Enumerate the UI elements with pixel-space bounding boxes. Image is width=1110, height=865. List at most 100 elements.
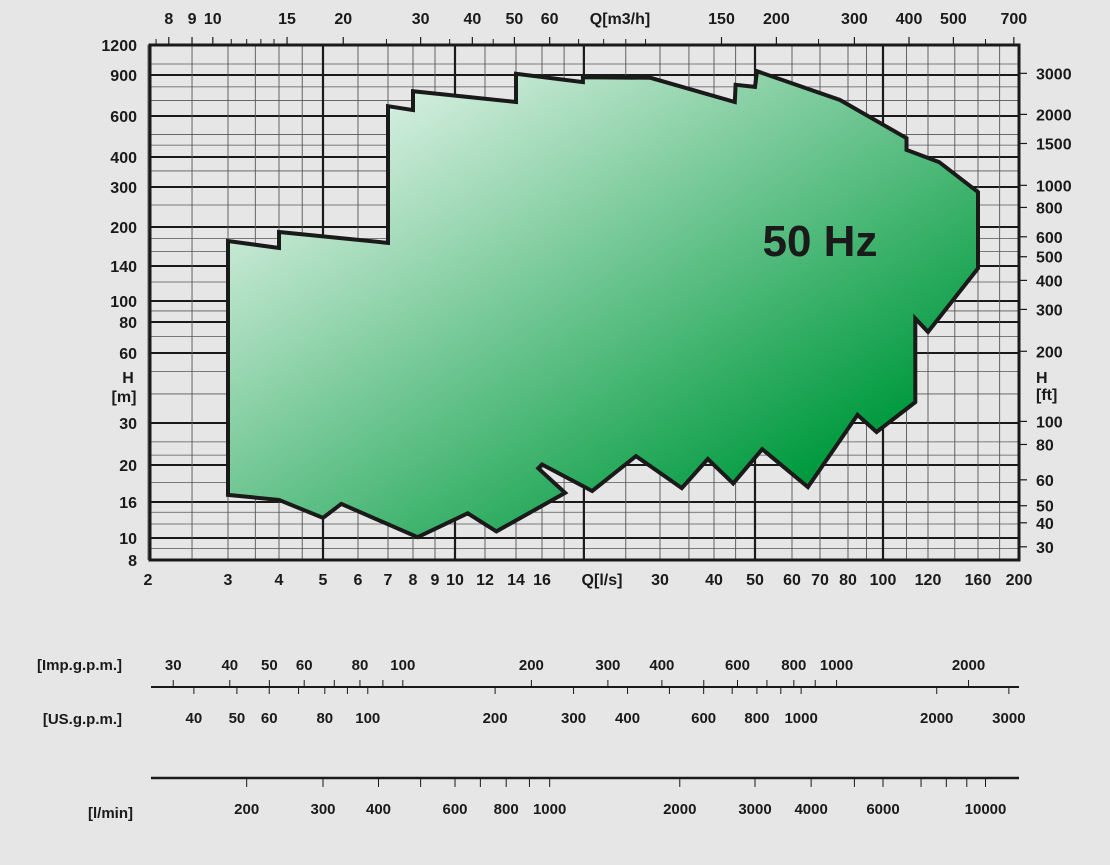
- right-tick-label: 80: [1036, 437, 1054, 454]
- imp-gpm-label: [Imp.g.p.m.]: [37, 657, 122, 674]
- x-tick-label: 2: [144, 572, 153, 589]
- imp-gpm-tick-label: 50: [261, 657, 278, 674]
- top-tick-label: 50: [505, 11, 523, 28]
- y-tick-label: 16: [119, 495, 137, 512]
- imp-gpm-tick-label: 40: [221, 657, 238, 674]
- left-axis-label-h: H: [122, 370, 134, 387]
- y-tick-label: 900: [110, 68, 137, 85]
- right-tick-label: 100: [1036, 414, 1063, 431]
- imp-gpm-tick-label: 80: [352, 657, 369, 674]
- l-min-tick-label: 800: [494, 801, 519, 818]
- y-tick-label: 300: [110, 180, 137, 197]
- us-gpm-tick-label: 600: [691, 710, 716, 727]
- frequency-annotation: 50 Hz: [763, 217, 878, 266]
- y-tick-label: 400: [110, 150, 137, 167]
- top-tick-label: 9: [188, 11, 197, 28]
- top-tick-label: 60: [541, 11, 559, 28]
- y-tick-label: 600: [110, 109, 137, 126]
- right-tick-label: 3000: [1036, 66, 1072, 83]
- x-axis-label: Q[l/s]: [582, 572, 623, 589]
- l-min-tick-label: 400: [366, 801, 391, 818]
- y-tick-label: 10: [119, 531, 137, 548]
- us-gpm-tick-label: 40: [186, 710, 203, 727]
- imp-gpm-tick-label: 1000: [820, 657, 853, 674]
- us-gpm-tick-label: 800: [744, 710, 769, 727]
- x-tick-label: 8: [409, 572, 418, 589]
- right-tick-label: 30: [1036, 540, 1054, 557]
- us-gpm-tick-label: 100: [355, 710, 380, 727]
- y-tick-label: 200: [110, 220, 137, 237]
- y-tick-label: 30: [119, 416, 137, 433]
- l-min-tick-label: 200: [234, 801, 259, 818]
- y-tick-label: 20: [119, 458, 137, 475]
- x-tick-label: 70: [811, 572, 829, 589]
- l-min-tick-label: 1000: [533, 801, 566, 818]
- top-axis-label: Q[m3/h]: [590, 11, 650, 28]
- x-tick-label: 3: [224, 572, 233, 589]
- l-min-tick-label: 4000: [794, 801, 827, 818]
- imp-gpm-tick-label: 600: [725, 657, 750, 674]
- x-tick-label: 14: [507, 572, 525, 589]
- x-tick-label: 4: [275, 572, 284, 589]
- x-tick-label: 6: [354, 572, 363, 589]
- top-tick-label: 400: [896, 11, 923, 28]
- x-tick-label: 7: [384, 572, 393, 589]
- y-tick-label: 8: [128, 553, 137, 570]
- axis-labels: 2 3 4 5 6 7 8 9 10 12 14 16 30 40 50 60 70 80 100 120 160 200…: [101, 11, 1071, 589]
- l-min-tick-label: 6000: [866, 801, 899, 818]
- us-gpm-tick-label: 3000: [992, 710, 1025, 727]
- l-min-label: [l/min]: [88, 805, 133, 822]
- unit-conversion-scales: 30 40 50 60 80 100 200 300 400 600 800 1000 2000 40 50…: [151, 657, 1026, 818]
- y-tick-label: 80: [119, 315, 137, 332]
- top-tick-label: 150: [708, 11, 735, 28]
- us-gpm-tick-label: 400: [615, 710, 640, 727]
- right-axis-label-h: H: [1036, 370, 1048, 387]
- plot-frame: [148, 43, 1021, 562]
- l-min-tick-label: 2000: [663, 801, 696, 818]
- performance-envelope: [226, 68, 980, 540]
- right-tick-label: 50: [1036, 499, 1054, 516]
- x-tick-label: 50: [746, 572, 764, 589]
- top-tick-label: 10: [204, 11, 222, 28]
- right-tick-label: 300: [1036, 302, 1063, 319]
- right-tick-label: 800: [1036, 200, 1063, 217]
- imp-gpm-tick-label: 200: [519, 657, 544, 674]
- l-min-tick-label: 600: [442, 801, 467, 818]
- imp-gpm-tick-label: 800: [781, 657, 806, 674]
- x-tick-label: 40: [705, 572, 723, 589]
- imp-gpm-tick-label: 100: [390, 657, 415, 674]
- x-tick-label: 30: [651, 572, 669, 589]
- imp-gpm-tick-label: 400: [649, 657, 674, 674]
- top-tick-label: 15: [278, 11, 296, 28]
- us-gpm-label: [US.g.p.m.]: [43, 711, 122, 728]
- right-tick-label: 2000: [1036, 107, 1072, 124]
- right-tick-label: 500: [1036, 250, 1063, 267]
- us-gpm-tick-label: 50: [229, 710, 246, 727]
- x-tick-label: 16: [533, 572, 551, 589]
- top-tick-label: 700: [1000, 11, 1027, 28]
- us-gpm-tick-label: 60: [261, 710, 278, 727]
- x-tick-label: 120: [915, 572, 942, 589]
- x-tick-label: 160: [965, 572, 992, 589]
- x-tick-label: 5: [319, 572, 328, 589]
- right-tick-label: 1500: [1036, 136, 1072, 153]
- right-tick-label: 200: [1036, 344, 1063, 361]
- right-axis-label-unit: [ft]: [1036, 387, 1057, 404]
- right-tick-label: 400: [1036, 273, 1063, 290]
- right-tick-label: 1000: [1036, 178, 1072, 195]
- top-tick-label: 500: [940, 11, 967, 28]
- imp-gpm-tick-label: 2000: [952, 657, 985, 674]
- l-min-tick-label: 3000: [738, 801, 771, 818]
- x-tick-label: 200: [1006, 572, 1033, 589]
- imp-gpm-tick-label: 60: [296, 657, 313, 674]
- us-gpm-tick-label: 200: [483, 710, 508, 727]
- x-tick-label: 12: [476, 572, 494, 589]
- y-tick-label: 140: [110, 259, 137, 276]
- us-gpm-tick-label: 300: [561, 710, 586, 727]
- top-tick-label: 20: [334, 11, 352, 28]
- top-tick-label: 40: [463, 11, 481, 28]
- top-tick-label: 300: [841, 11, 868, 28]
- x-tick-label: 100: [870, 572, 897, 589]
- top-tick-label: 30: [412, 11, 430, 28]
